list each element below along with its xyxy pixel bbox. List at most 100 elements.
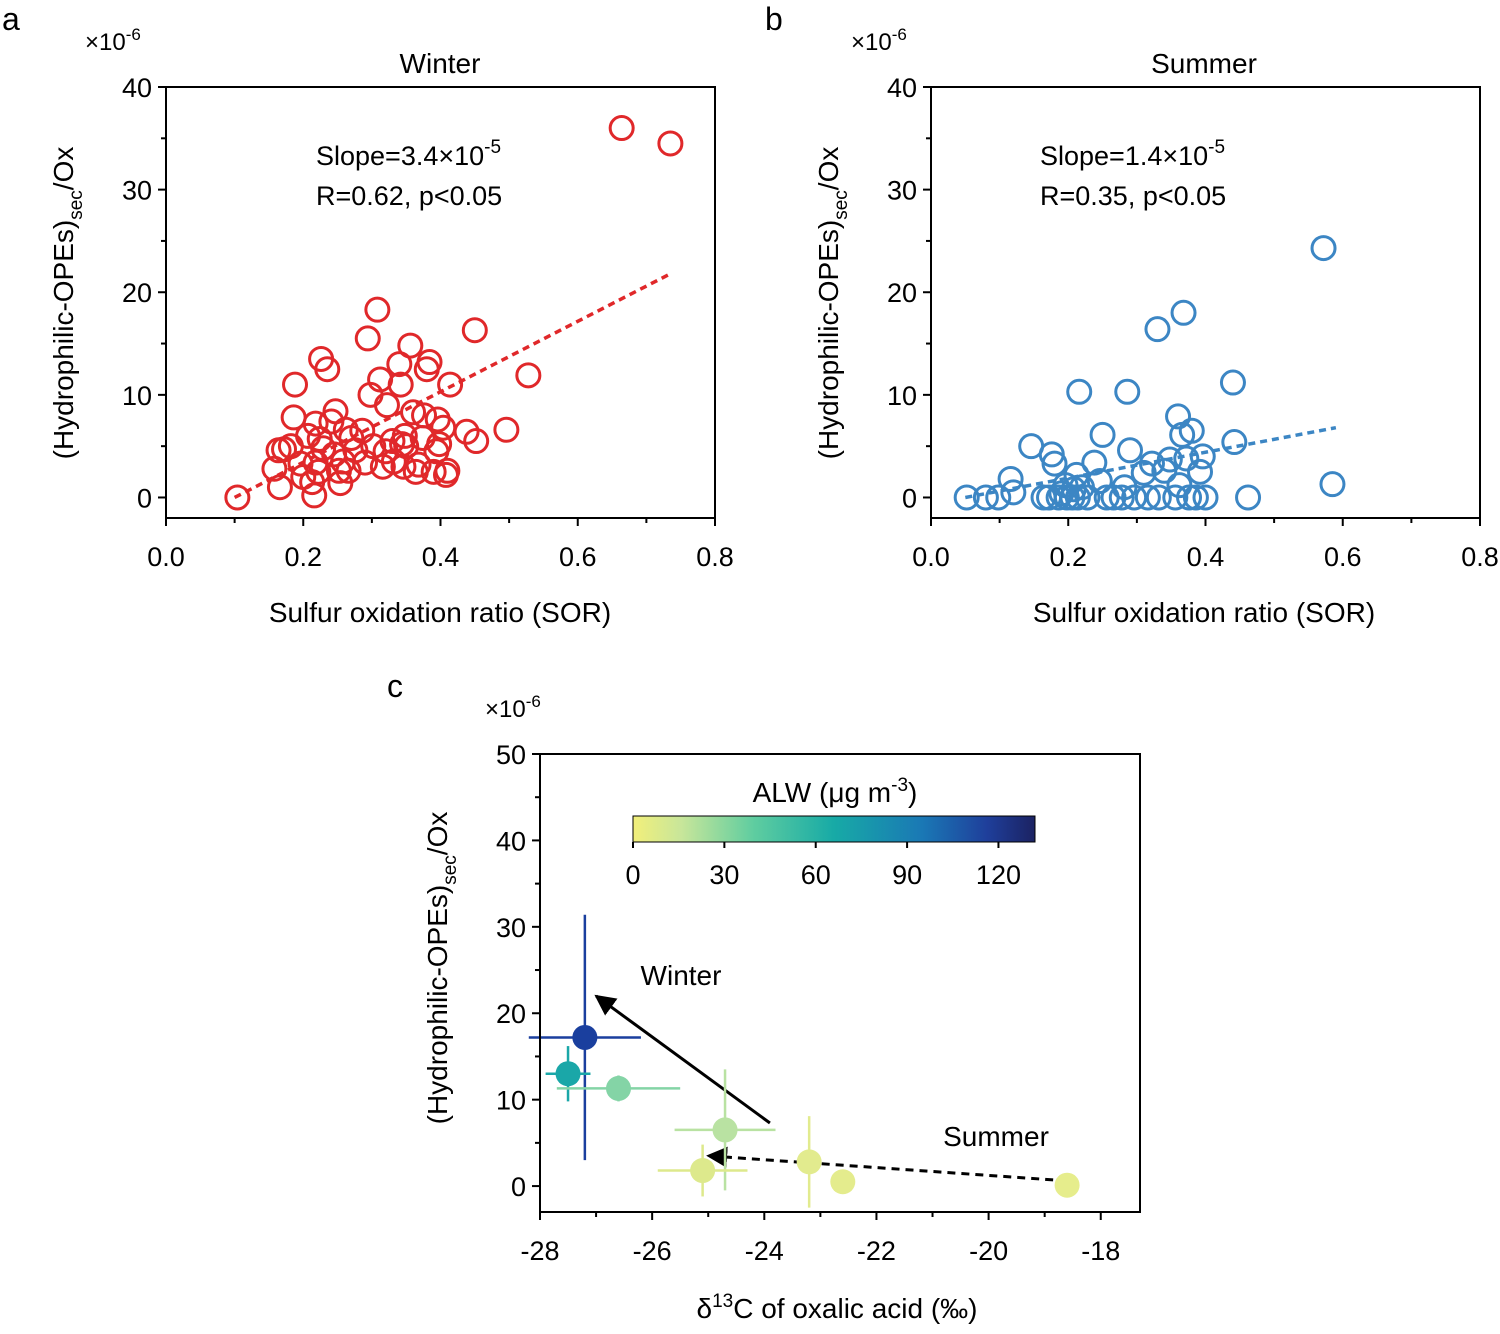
x-tick-label: 0.0 — [147, 542, 185, 572]
x-tick-label: -28 — [520, 1236, 559, 1266]
y-tick-label: 10 — [496, 1086, 526, 1116]
data-point — [391, 422, 418, 449]
data-point — [364, 296, 391, 323]
y-scale-exponent: -6 — [126, 25, 141, 44]
data-point — [424, 406, 451, 433]
regression-fit-line — [964, 425, 1337, 500]
regression-fit-line — [233, 272, 672, 500]
y-tick-label: 30 — [887, 176, 917, 206]
data-point — [1235, 484, 1262, 511]
fit-line — [964, 425, 1337, 500]
data-points — [953, 235, 1346, 511]
slope-annotation: Slope=3.4×10-5 — [316, 137, 501, 171]
y-axis-label: (Hydrophilic-OPEs)sec/Ox — [48, 147, 87, 460]
colorbar-tick-label: 30 — [709, 860, 739, 890]
data-point — [1114, 378, 1141, 405]
y-scale-exponent: -6 — [526, 692, 541, 711]
data-point — [953, 484, 980, 511]
x-tick-label: 0.8 — [696, 542, 734, 572]
y-tick-labels: 0 10 20 30 40 — [887, 73, 931, 513]
y-axis-label: (Hydrophilic-OPEs)sec/Ox — [422, 812, 461, 1125]
y-tick-labels: 0 10 20 30 40 — [122, 73, 166, 513]
data-point — [305, 458, 332, 485]
x-axis-label: Sulfur oxidation ratio (SOR) — [269, 597, 611, 628]
data-point — [985, 484, 1012, 511]
panel-letter-a: a — [2, 1, 20, 37]
y-tick-label: 20 — [887, 278, 917, 308]
data-point — [314, 356, 341, 383]
y-tick-label: 30 — [122, 176, 152, 206]
data-point — [453, 418, 480, 445]
y-scale-label: ×10-6 — [851, 25, 907, 56]
data-point — [1130, 459, 1157, 486]
data-point — [796, 1149, 822, 1175]
colorbar-tick-label: 120 — [976, 860, 1021, 890]
fit-line — [233, 272, 672, 500]
data-point — [1041, 450, 1068, 477]
data-point — [1182, 484, 1209, 511]
data-point — [352, 449, 379, 476]
data-point — [1108, 484, 1135, 511]
data-point — [1319, 471, 1346, 498]
data-point — [1310, 235, 1337, 262]
y-tick-label: 40 — [122, 73, 152, 103]
data-point — [1144, 316, 1171, 343]
data-point — [690, 1158, 716, 1184]
x-tick-label: -24 — [745, 1236, 784, 1266]
y-tick-label: 40 — [496, 826, 526, 856]
data-point — [302, 410, 329, 437]
data-point — [1156, 446, 1183, 473]
y-tick-label: 10 — [887, 381, 917, 411]
panel-c-isotope-scatter: ×10-6 -28 -26 -24 -22 -20 -18 0 10 20 30 40 50 ALW… — [422, 692, 1141, 1324]
alw-colorbar: ALW (μg m-3) 0 30 60 90 120 — [625, 775, 1036, 890]
x-tick-label: 0.4 — [1187, 542, 1225, 572]
data-points — [224, 115, 684, 511]
data-point — [397, 332, 424, 359]
y-tick-labels: 0 10 20 30 40 50 — [496, 740, 540, 1202]
data-point — [1066, 378, 1093, 405]
data-point — [1086, 468, 1113, 495]
colorbar-tick-label: 0 — [625, 860, 640, 890]
winter-label: Winter — [641, 960, 722, 991]
x-tick-label: 0.2 — [1049, 542, 1087, 572]
panel-a-winter-scatter: Winter ×10-6 0.0 0.2 0.4 0.6 0.8 0 10 20 30 40 S… — [48, 25, 734, 628]
data-point — [493, 416, 520, 443]
data-point — [1045, 484, 1072, 511]
data-point — [1178, 417, 1205, 444]
data-point — [405, 451, 432, 478]
y-tick-label: 20 — [496, 999, 526, 1029]
chart-title: Summer — [1151, 48, 1257, 79]
data-point — [1074, 484, 1101, 511]
data-point — [1176, 484, 1203, 511]
plot-frame — [930, 86, 1481, 519]
data-point — [555, 1061, 581, 1087]
y-tick-label: 0 — [902, 483, 917, 513]
x-tick-labels: 0.0 0.2 0.4 0.6 0.8 — [912, 518, 1499, 572]
data-point — [997, 466, 1024, 493]
colorbar-tick-labels: 0 30 60 90 120 — [625, 842, 1021, 890]
y-tick-label: 40 — [887, 73, 917, 103]
x-tick-label: -18 — [1081, 1236, 1120, 1266]
data-point — [608, 115, 635, 142]
x-tick-label: 0.2 — [284, 542, 322, 572]
colorbar-tick-label: 60 — [801, 860, 831, 890]
colorbar-label: ALW (μg m-3) — [753, 775, 918, 808]
solid-trend-arrow — [594, 994, 771, 1125]
data-point — [430, 414, 457, 441]
stats-annotation: R=0.62, p<0.05 — [316, 181, 502, 211]
x-tick-label: -22 — [857, 1236, 896, 1266]
data-point — [224, 484, 251, 511]
data-point — [390, 453, 417, 480]
y-tick-label: 30 — [496, 913, 526, 943]
panel-b-summer-scatter: Summer ×10-6 0.0 0.2 0.4 0.6 0.8 0 10 20 30 40 S… — [813, 25, 1499, 628]
y-scale-label: ×10-6 — [85, 25, 141, 56]
data-points — [555, 1024, 1080, 1198]
data-point — [1145, 484, 1172, 511]
panel-letter-b: b — [765, 1, 783, 37]
colorbar-tick-label: 90 — [892, 860, 922, 890]
panel-letter-c: c — [387, 668, 403, 704]
data-point — [1081, 449, 1108, 476]
data-point — [1117, 437, 1144, 464]
data-point — [373, 392, 400, 419]
